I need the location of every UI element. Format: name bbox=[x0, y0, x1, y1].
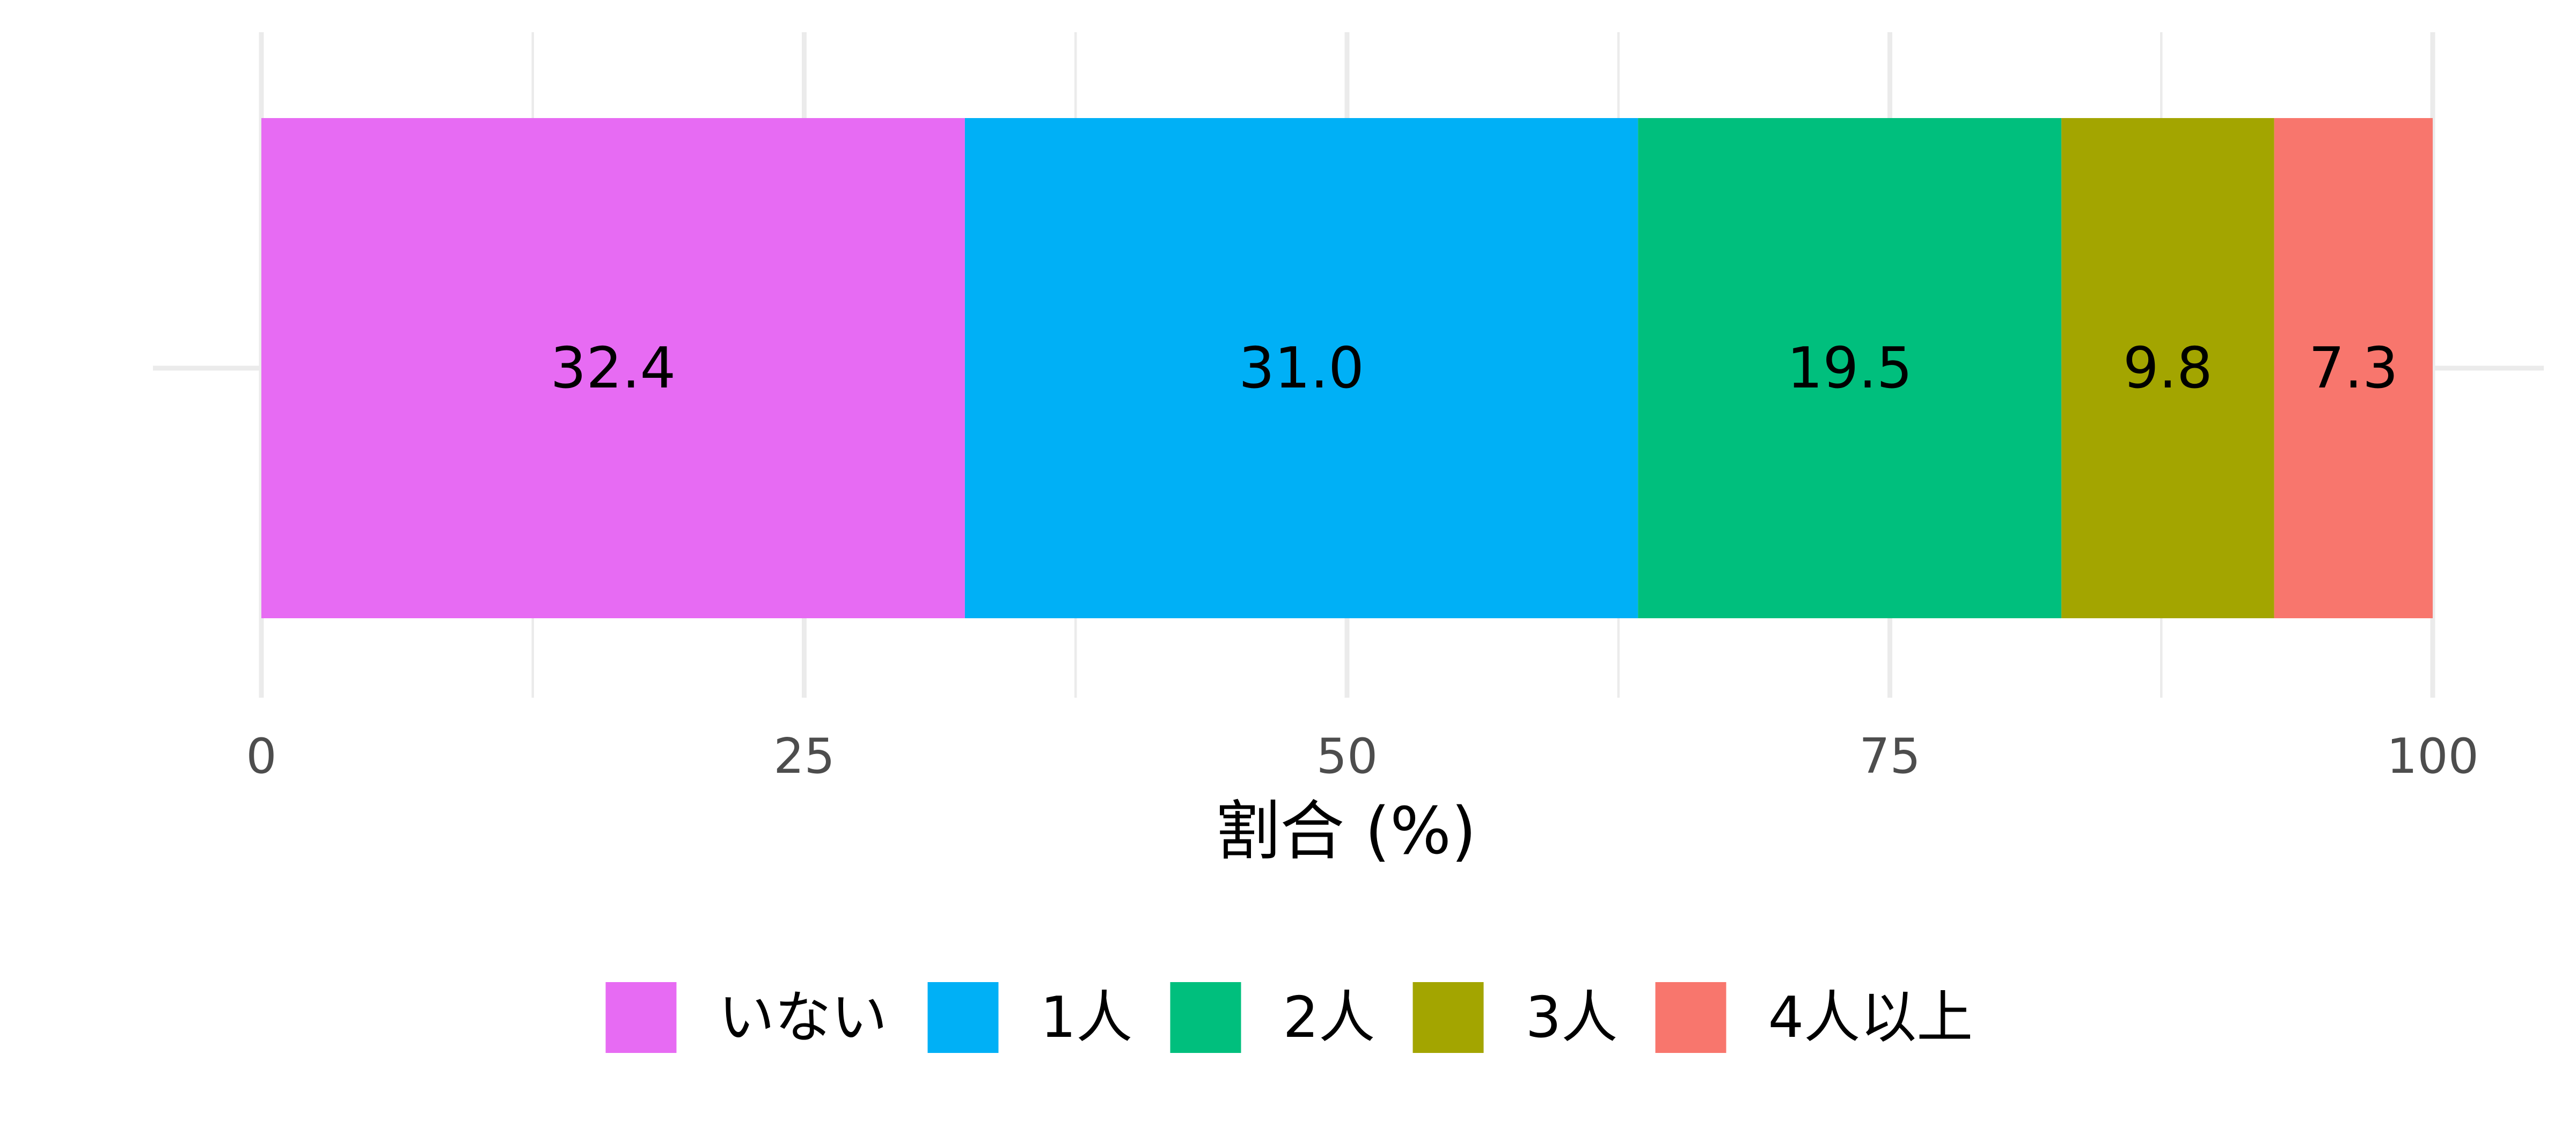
bar-segment bbox=[1638, 118, 2062, 618]
bar-segment bbox=[261, 118, 965, 618]
legend-key bbox=[927, 982, 999, 1053]
x-tick-label: 100 bbox=[2387, 728, 2479, 785]
legend-label: 3人 bbox=[1526, 985, 1618, 1050]
legend-label: いない bbox=[719, 985, 888, 1050]
bar-segment bbox=[2274, 118, 2433, 618]
legend-key bbox=[1655, 982, 1726, 1053]
x-axis-title: 割合 (%) bbox=[1216, 794, 1476, 869]
bar-segments bbox=[261, 118, 2433, 618]
bar-value-label: 32.4 bbox=[551, 335, 676, 401]
legend-label: 2人 bbox=[1283, 985, 1375, 1050]
x-axis-ticks: 0 25 50 75 100 bbox=[246, 728, 2479, 785]
bar-value-label: 31.0 bbox=[1239, 335, 1364, 401]
bar-value-label: 9.8 bbox=[2123, 335, 2213, 401]
bar-value-labels: 32.4 31.0 19.5 9.8 7.3 bbox=[551, 335, 2398, 401]
legend-key bbox=[1413, 982, 1484, 1053]
bar-segment bbox=[2061, 118, 2274, 618]
legend-label: 4人以上 bbox=[1768, 985, 1973, 1050]
x-tick-label: 0 bbox=[246, 728, 276, 785]
legend-key bbox=[605, 982, 677, 1053]
x-tick-label: 50 bbox=[1316, 728, 1378, 785]
x-tick-label: 25 bbox=[773, 728, 835, 785]
legend-label: 1人 bbox=[1041, 985, 1133, 1050]
bar-segment bbox=[964, 118, 1638, 618]
legend: いない 1人 2人 3人 4人以上 bbox=[605, 982, 1973, 1053]
x-tick-label: 75 bbox=[1859, 728, 1921, 785]
bar-value-label: 19.5 bbox=[1787, 335, 1913, 401]
bar-value-label: 7.3 bbox=[2309, 335, 2398, 401]
legend-key bbox=[1170, 982, 1241, 1053]
